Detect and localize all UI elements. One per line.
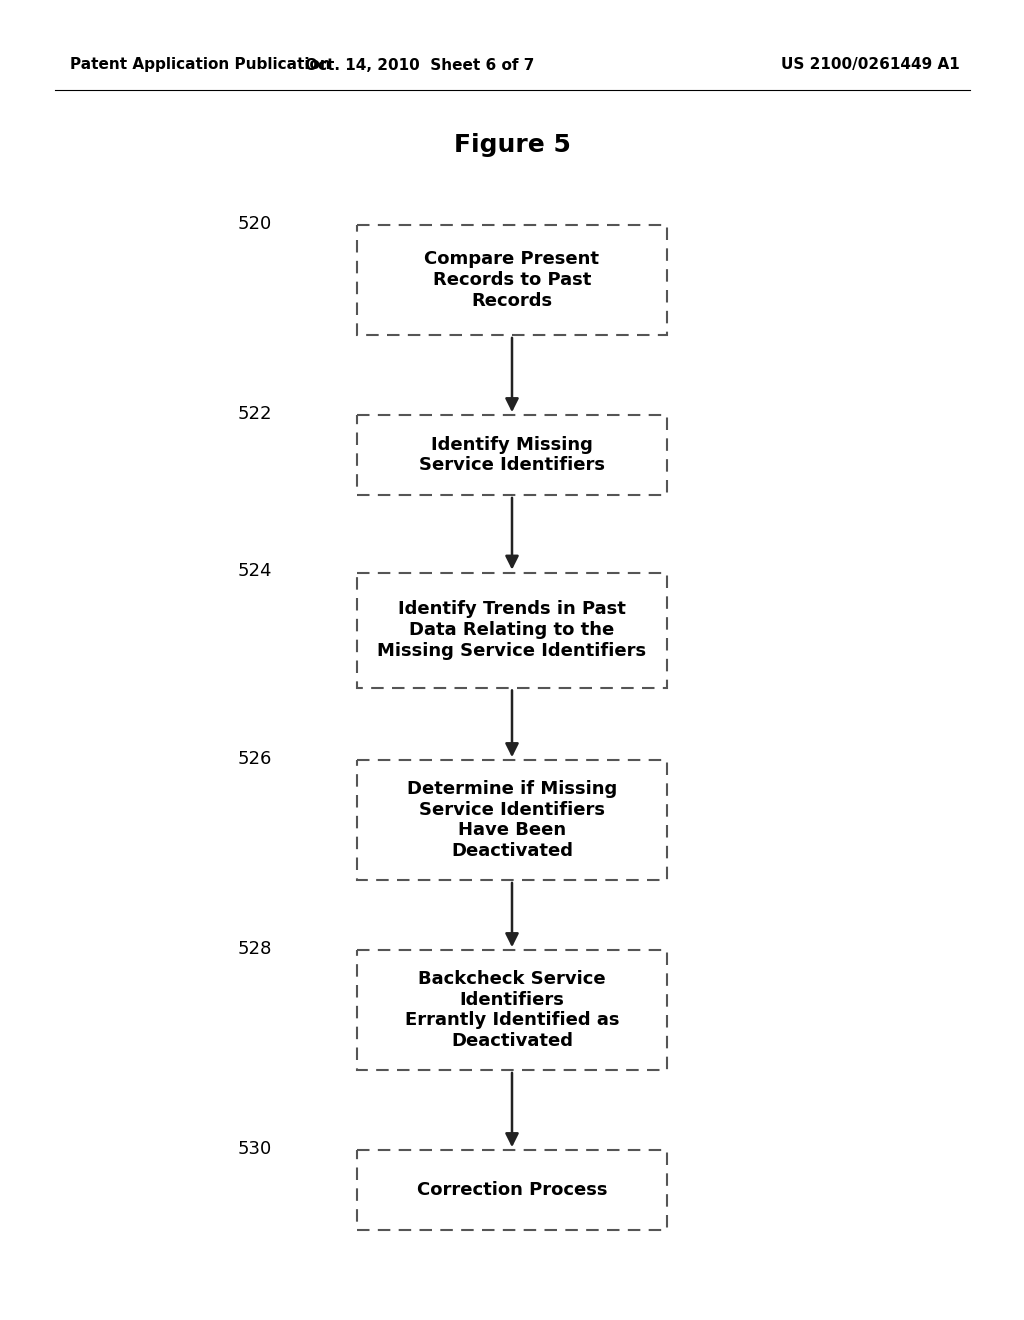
Bar: [357, 414, 667, 495]
Text: 530: 530: [238, 1140, 272, 1158]
Text: Figure 5: Figure 5: [454, 133, 570, 157]
Bar: [357, 224, 667, 335]
Text: 520: 520: [238, 215, 272, 234]
Text: US 2100/0261449 A1: US 2100/0261449 A1: [780, 58, 959, 73]
Text: Correction Process: Correction Process: [417, 1181, 607, 1199]
Text: Identify Missing
Service Identifiers: Identify Missing Service Identifiers: [419, 436, 605, 474]
Bar: [357, 760, 667, 880]
Bar: [357, 950, 667, 1071]
Text: Compare Present
Records to Past
Records: Compare Present Records to Past Records: [425, 251, 599, 310]
Text: 524: 524: [238, 562, 272, 581]
Text: 526: 526: [238, 750, 272, 768]
Text: 522: 522: [238, 405, 272, 422]
Text: 528: 528: [238, 940, 272, 958]
Text: Determine if Missing
Service Identifiers
Have Been
Deactivated: Determine if Missing Service Identifiers…: [407, 780, 617, 861]
Text: Backcheck Service
Identifiers
Errantly Identified as
Deactivated: Backcheck Service Identifiers Errantly I…: [404, 970, 620, 1051]
Text: Patent Application Publication: Patent Application Publication: [70, 58, 331, 73]
Bar: [357, 1150, 667, 1230]
Bar: [357, 573, 667, 688]
Text: Identify Trends in Past
Data Relating to the
Missing Service Identifiers: Identify Trends in Past Data Relating to…: [378, 601, 646, 660]
Text: Oct. 14, 2010  Sheet 6 of 7: Oct. 14, 2010 Sheet 6 of 7: [305, 58, 535, 73]
